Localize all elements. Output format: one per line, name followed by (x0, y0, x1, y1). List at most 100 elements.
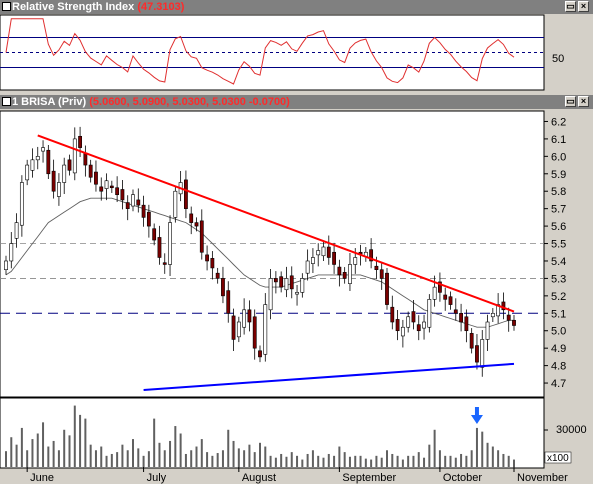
candle-body (268, 278, 273, 311)
candle-body (67, 159, 72, 171)
candle-body (300, 278, 305, 293)
candle-body (109, 185, 114, 189)
volume-bar (169, 440, 172, 467)
volume-bar (475, 427, 478, 467)
volume-bar (153, 418, 156, 467)
arrow-shaft-icon (474, 407, 479, 416)
price-close-button[interactable]: × (578, 96, 589, 107)
volume-bar (322, 457, 325, 467)
volume-bar (259, 442, 261, 467)
price-tick-label: 5.3 (551, 273, 566, 285)
price-tick-label: 6.2 (551, 116, 566, 128)
volume-bar (126, 450, 129, 467)
volume-bar (200, 439, 203, 467)
volume-bar (449, 455, 452, 467)
volume-bar (359, 455, 362, 467)
candle-body (411, 311, 416, 323)
candle-body (51, 170, 56, 192)
candle-body (316, 250, 321, 256)
volume-bar (333, 455, 336, 467)
month-label: October (443, 472, 482, 484)
candle-body (512, 319, 516, 326)
candle-body (215, 272, 220, 279)
volume-bar (84, 418, 87, 467)
rsi-close-button[interactable]: × (578, 1, 589, 12)
volume-bar (454, 457, 457, 467)
candle-body (157, 237, 162, 258)
down-arrow-icon (470, 415, 483, 424)
candle-body (46, 149, 51, 175)
candle-body (295, 292, 299, 295)
volume-bar (386, 450, 388, 467)
volume-bar (105, 455, 108, 467)
rsi-restore-button[interactable]: ▭ (565, 1, 576, 12)
rsi-current-value: (47.3103) (137, 1, 185, 13)
candle-body (379, 269, 384, 279)
volume-bar (232, 440, 235, 467)
candle-body (72, 138, 77, 174)
price-pane-select-box[interactable] (2, 97, 11, 106)
volume-bar (158, 442, 161, 467)
price-tick-label: 4.7 (551, 378, 566, 390)
price-tick-label: 5.5 (551, 239, 566, 251)
candle-body (199, 220, 204, 253)
volume-bar (470, 450, 473, 467)
candle-body (35, 156, 40, 161)
candle-body (115, 187, 120, 196)
candle-body (258, 350, 262, 358)
volume-bar (79, 414, 82, 467)
volume-bar (15, 444, 18, 467)
volume-scale-box (544, 451, 572, 464)
volume-bar (507, 455, 510, 467)
rsi-pane-select-box[interactable] (2, 2, 11, 11)
volume-bar (465, 455, 468, 467)
volume-bar (174, 426, 177, 467)
candle-body (480, 339, 485, 368)
volume-bar (327, 453, 330, 467)
candle-body (416, 324, 421, 332)
price-tick-label: 5.1 (551, 308, 566, 320)
candle-body (485, 321, 490, 340)
price-tick-label: 6.1 (551, 134, 566, 146)
volume-tick-label: 30000 (556, 424, 587, 436)
volume-bar (444, 455, 447, 467)
volume-bar (428, 444, 431, 467)
month-label: September (342, 472, 396, 484)
price-tick-label: 5.2 (551, 291, 566, 303)
candle-body (311, 257, 315, 264)
candle-body (162, 262, 167, 265)
volume-bar (380, 457, 383, 467)
candle-body (369, 249, 374, 262)
volume-bar (73, 405, 76, 467)
candle-body (141, 204, 146, 218)
candle-body (459, 312, 463, 323)
volume-bar (20, 427, 23, 467)
price-tick-label: 4.9 (551, 343, 566, 355)
volume-bar (338, 446, 341, 467)
candle-body (83, 152, 88, 166)
volume-bar (36, 433, 39, 467)
candle-body (400, 326, 405, 337)
rsi-level-label: 50 (552, 53, 564, 65)
volume-bar (100, 446, 103, 467)
candle-body (337, 266, 342, 276)
price-tick-label: 5.8 (551, 186, 566, 198)
rsi-line (5, 18, 515, 85)
price-pane-title: 1 BRISA (Priv) (5.0600, 5.0900, 5.0300, … (12, 96, 290, 108)
volume-bar (163, 450, 166, 467)
candle-body (501, 301, 506, 311)
candle-body (205, 254, 209, 262)
candle-body (168, 222, 172, 265)
volume-bar (142, 455, 145, 467)
volume-bar (317, 455, 320, 467)
volume-bar (179, 433, 182, 467)
candle-body (236, 321, 241, 338)
candle-body (136, 199, 141, 206)
candle-body (247, 309, 252, 323)
volume-bar (110, 453, 113, 467)
candle-body (427, 299, 432, 328)
volume-bar (407, 455, 410, 467)
candle-body (125, 202, 130, 209)
price-restore-button[interactable]: ▭ (565, 96, 576, 107)
